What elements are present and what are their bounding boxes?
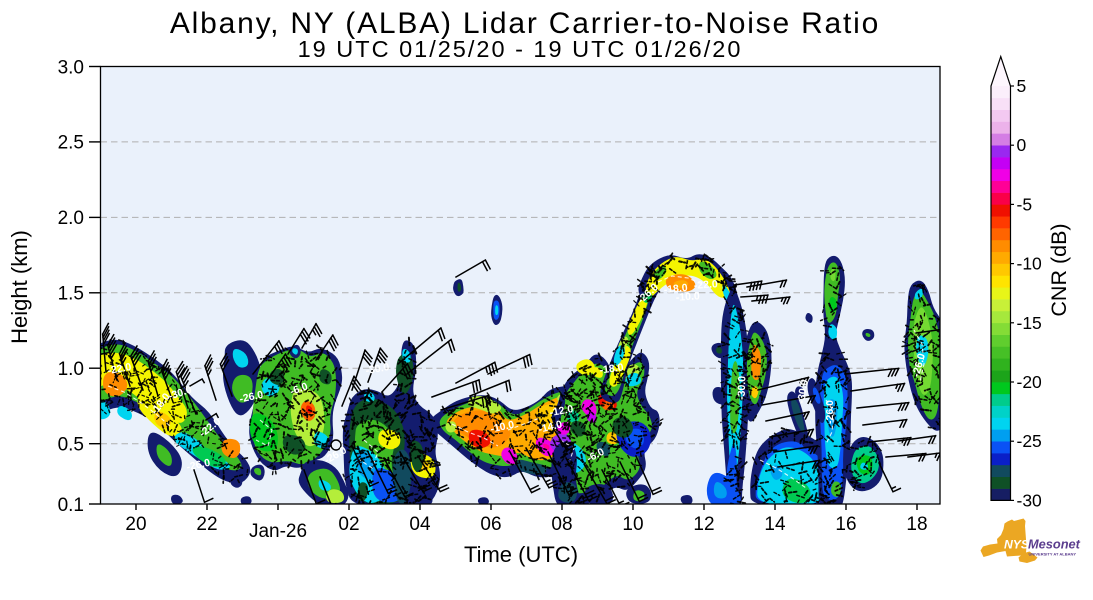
svg-text:3.0: 3.0 [58, 57, 84, 78]
svg-text:-20: -20 [1017, 372, 1043, 392]
svg-text:-10: -10 [1017, 254, 1043, 274]
svg-text:-12.0: -12.0 [549, 403, 575, 419]
svg-text:-10.0: -10.0 [489, 419, 515, 436]
svg-text:2.0: 2.0 [58, 208, 84, 229]
svg-text:02: 02 [338, 514, 359, 535]
svg-text:-15: -15 [1017, 313, 1042, 333]
svg-text:-30.0: -30.0 [365, 361, 391, 377]
svg-text:12: 12 [693, 514, 714, 535]
svg-text:14: 14 [764, 514, 786, 535]
svg-text:-22.0: -22.0 [693, 278, 718, 292]
svg-text:06: 06 [480, 514, 501, 535]
svg-text:04: 04 [409, 514, 431, 535]
svg-text:5: 5 [1017, 76, 1027, 96]
svg-text:Jan-26: Jan-26 [249, 521, 307, 542]
svg-text:0.1: 0.1 [58, 495, 84, 516]
svg-text:1.0: 1.0 [58, 359, 84, 380]
svg-text:-30.0: -30.0 [736, 376, 749, 400]
svg-text:-18.0: -18.0 [599, 361, 625, 376]
svg-text:NYS: NYS [1004, 538, 1029, 552]
svg-text:-10.0: -10.0 [675, 290, 700, 304]
svg-text:-25: -25 [1017, 431, 1042, 451]
svg-text:18: 18 [906, 514, 927, 535]
svg-text:-5: -5 [1017, 194, 1033, 214]
svg-text:-26.0: -26.0 [185, 457, 211, 474]
svg-text:Albany, NY (ALBA) Lidar Carrie: Albany, NY (ALBA) Lidar Carrier-to-Noise… [170, 7, 880, 40]
svg-text:-22.0: -22.0 [107, 361, 133, 377]
svg-text:19 UTC 01/25/20 - 19 UTC 01/26: 19 UTC 01/25/20 - 19 UTC 01/26/20 [298, 36, 743, 62]
svg-text:-6.0: -6.0 [288, 380, 309, 398]
svg-text:Height (km): Height (km) [7, 230, 32, 344]
svg-text:CNR (dB): CNR (dB) [1047, 223, 1071, 316]
svg-text:-30: -30 [1017, 490, 1043, 510]
svg-text:16: 16 [835, 514, 856, 535]
svg-text:UNIVERSITY AT ALBANY: UNIVERSITY AT ALBANY [1029, 552, 1077, 557]
svg-text:10: 10 [622, 514, 643, 535]
svg-text:08: 08 [551, 514, 572, 535]
svg-text:-26.0: -26.0 [238, 389, 264, 406]
svg-text:22: 22 [196, 514, 217, 535]
svg-text:-30.0: -30.0 [795, 379, 810, 405]
svg-text:0.5: 0.5 [58, 435, 84, 456]
svg-text:Mesonet: Mesonet [1028, 537, 1081, 552]
svg-text:Time (UTC): Time (UTC) [464, 542, 578, 567]
svg-text:0: 0 [1017, 135, 1027, 155]
svg-text:-18.0: -18.0 [663, 282, 688, 296]
svg-text:-26.0: -26.0 [824, 400, 836, 424]
svg-text:2.5: 2.5 [58, 133, 84, 154]
svg-text:20: 20 [125, 514, 146, 535]
svg-text:-14.0: -14.0 [537, 418, 563, 435]
svg-text:1.5: 1.5 [58, 284, 84, 305]
